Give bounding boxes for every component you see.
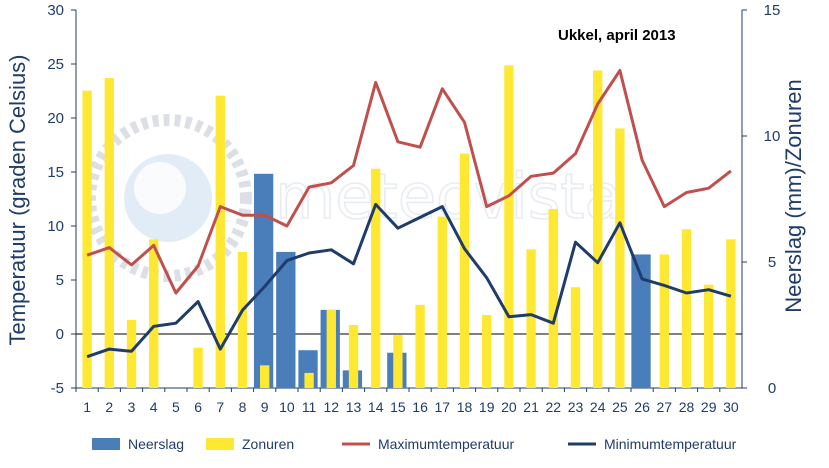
bar-zonuren [371, 168, 381, 388]
bar-zonuren [459, 153, 470, 388]
x-tick-label: 14 [368, 399, 384, 415]
bar-zonuren [415, 304, 425, 388]
y-tick-label-left: -5 [51, 380, 64, 397]
bar-zonuren [149, 239, 159, 388]
y-tick-label-left: 15 [47, 164, 64, 181]
x-tick-label: 7 [216, 399, 224, 415]
x-tick-label: 24 [590, 399, 606, 415]
bar-neerslag [631, 254, 651, 388]
bar-zonuren [659, 254, 669, 388]
x-tick-label: 21 [523, 399, 539, 415]
bar-zonuren [260, 365, 270, 388]
x-tick-label: 6 [194, 399, 202, 415]
bar-zonuren [304, 372, 314, 388]
y-tick-label-right: 15 [764, 2, 781, 19]
bar-zonuren [126, 319, 137, 388]
x-tick-label: 12 [324, 399, 340, 415]
x-tick-label: 30 [723, 399, 739, 415]
bars [82, 65, 736, 389]
bar-zonuren [526, 249, 536, 388]
x-tick-labels: 1 2 3 4 5 6 7 8 9 10 11 12 13 14 15 16 17 18 19 20 21 22 23 24 2… [75, 388, 739, 415]
chart-title: Ukkel, april 2013 [558, 27, 676, 44]
y-tick-label-left: 20 [47, 110, 64, 127]
bar-zonuren [681, 229, 692, 388]
bar-zonuren [237, 251, 248, 388]
y-tick-labels-right: 0 5 10 15 [742, 2, 780, 397]
x-tick-label: 22 [546, 399, 562, 415]
bar-zonuren [348, 325, 359, 388]
y-axis-title-right: Neerslag (mm)/Zonuren [781, 79, 806, 313]
legend-label-minimumtemperatuur: Minimumtemperatuur [604, 436, 737, 452]
line-maximumtemperatuur [86, 69, 732, 295]
y-tick-label-left: 10 [47, 218, 64, 235]
x-tick-label: 27 [657, 399, 673, 415]
x-tick-label: 28 [679, 399, 695, 415]
x-tick-label: 2 [105, 399, 113, 415]
y-axis-title-left: Temperatuur (graden Celsius) [5, 54, 30, 345]
x-tick-label: 13 [346, 399, 362, 415]
legend-label-zonuren: Zonuren [242, 436, 294, 452]
y-tick-label-right: 10 [764, 128, 781, 145]
y-tick-label-right: 5 [768, 254, 776, 271]
x-tick-label: 15 [390, 399, 406, 415]
x-tick-label: 11 [302, 399, 317, 415]
bar-zonuren [326, 309, 336, 388]
lines [86, 69, 732, 359]
x-tick-label: 26 [634, 399, 650, 415]
x-tick-label: 18 [457, 399, 473, 415]
bar-zonuren [704, 284, 714, 388]
bar-zonuren [82, 90, 92, 388]
x-tick-label: 17 [435, 399, 451, 415]
x-tick-label: 5 [172, 399, 180, 415]
x-tick-label: 29 [701, 399, 717, 415]
x-tick-label: 1 [83, 399, 91, 415]
x-tick-label: 16 [412, 399, 428, 415]
line-minimumtemperatuur [86, 202, 732, 359]
x-tick-label: 20 [501, 399, 517, 415]
bar-zonuren [593, 70, 603, 388]
x-tick-label: 23 [568, 399, 584, 415]
watermark-text: meteovista [275, 160, 622, 233]
bar-zonuren [615, 128, 625, 388]
bar-neerslag [253, 173, 274, 388]
legend: Neerslag Zonuren Maximumtemperatuur Minimum… [92, 436, 737, 452]
x-tick-label: 4 [150, 399, 158, 415]
bar-zonuren [482, 314, 492, 388]
y-tick-label-left: 25 [47, 56, 64, 73]
y-tick-label-left: 30 [47, 2, 64, 19]
bar-zonuren [215, 95, 225, 389]
bar-zonuren [393, 335, 403, 388]
bar-zonuren [504, 65, 514, 388]
y-tick-label-left: 5 [56, 272, 64, 289]
bar-zonuren [193, 347, 203, 388]
x-tick-label: 10 [279, 399, 295, 415]
legend-swatch-zonuren [206, 438, 234, 450]
bar-zonuren [548, 209, 558, 388]
bar-zonuren [570, 287, 581, 388]
legend-swatch-neerslag [92, 438, 120, 450]
legend-label-neerslag: Neerslag [128, 436, 184, 452]
bar-zonuren [437, 216, 447, 388]
legend-label-maximumtemperatuur: Maximumtemperatuur [378, 436, 514, 452]
y-tick-label-right: 0 [768, 380, 776, 397]
bar-neerslag [276, 251, 296, 388]
x-tick-label: 3 [128, 399, 136, 415]
bar-zonuren [104, 78, 114, 388]
y-tick-labels-left: -5 0 5 10 15 20 25 30 [47, 2, 76, 397]
bar-zonuren [726, 239, 736, 388]
x-tick-label: 19 [479, 399, 495, 415]
x-tick-label: 25 [612, 399, 628, 415]
x-tick-label: 8 [239, 399, 247, 415]
y-tick-label-left: 0 [56, 326, 64, 343]
x-tick-label: 9 [261, 399, 269, 415]
